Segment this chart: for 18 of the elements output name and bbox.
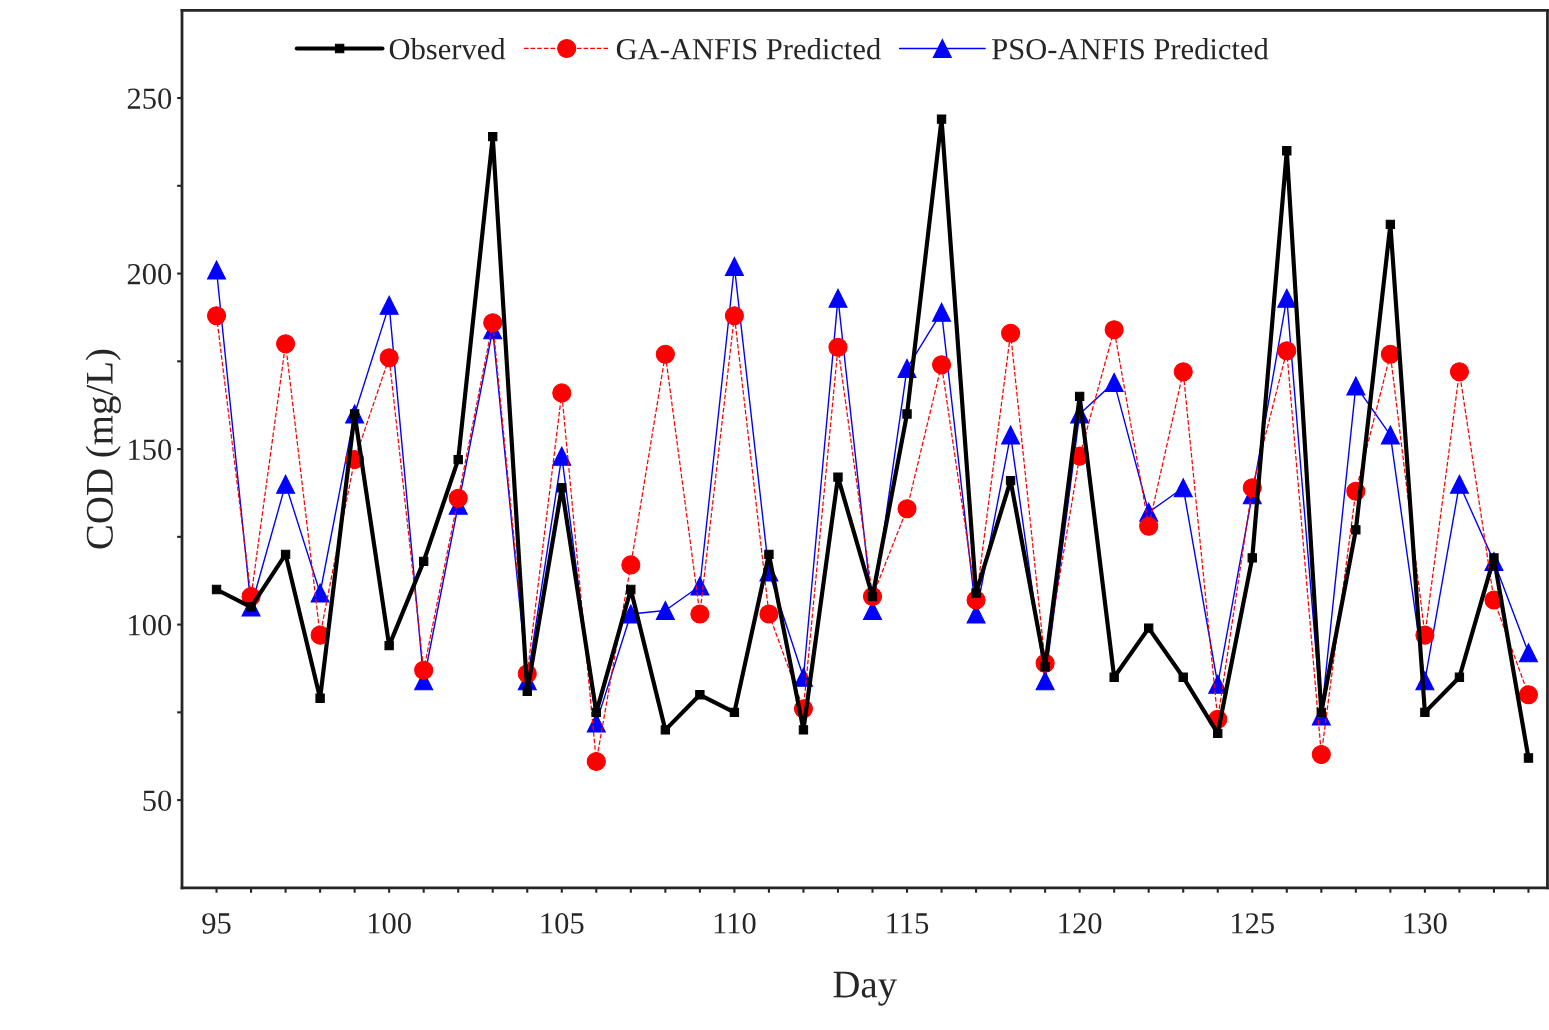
x-tick-label: 115 <box>887 913 929 934</box>
y-tick-label: 100 <box>129 614 172 636</box>
legend-label: Observed <box>389 37 506 60</box>
x-axis-title: Day <box>833 971 897 1006</box>
x-tick-label: 125 <box>1232 913 1274 934</box>
y-tick-label: 200 <box>127 263 172 285</box>
y-tick-label: 50 <box>143 790 172 812</box>
x-tick-label: 110 <box>714 913 756 934</box>
y-axis-title: COD (mg/L) <box>85 349 121 549</box>
legend-label: GA-ANFIS Predicted <box>616 37 881 60</box>
x-tick-label: 130 <box>1404 913 1447 934</box>
x-tick-label: 95 <box>202 913 231 934</box>
y-tick-label: 250 <box>127 88 172 109</box>
x-tick-label: 105 <box>541 913 584 934</box>
x-tick-label: 100 <box>368 913 411 934</box>
x-tick-label: 120 <box>1059 913 1102 934</box>
y-tick-label: 150 <box>129 439 172 460</box>
legend-label: PSO-ANFIS Predicted <box>992 37 1269 60</box>
